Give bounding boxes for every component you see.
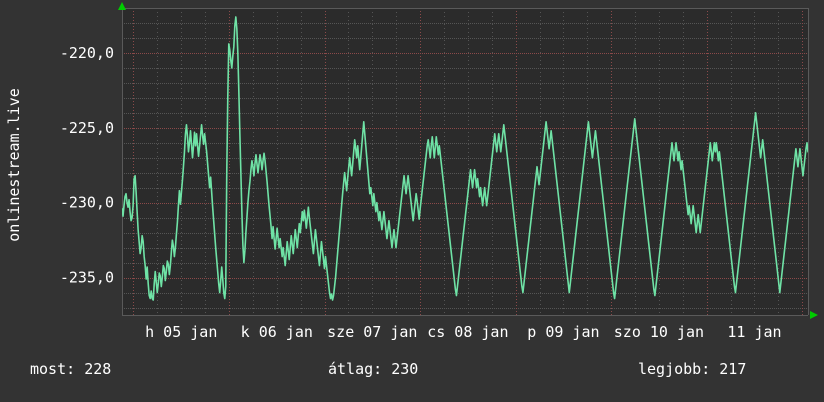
x-axis-tick-label: cs 08 jan (427, 323, 508, 341)
legend-best-label: legjobb: (638, 360, 711, 378)
legend-average: átlag: 230 (328, 360, 418, 378)
right-arrow-icon (810, 311, 818, 319)
x-axis-tick-label: sze 07 jan (327, 323, 417, 341)
x-axis-tick-label: szo 10 jan (614, 323, 704, 341)
x-axis-tick-label: k 06 jan (241, 323, 313, 341)
legend-best-value: 217 (719, 360, 747, 378)
legend-row: most: 228 átlag: 230 legjobb: 217 (0, 360, 824, 386)
y-axis-tick-label: -235,0 (60, 269, 114, 287)
y-axis-tick-labels: -220,0 -225,0 -230,0 -235,0 (60, 44, 114, 287)
x-axis-tick-label: h 05 jan (145, 323, 217, 341)
axis-frame (122, 8, 809, 316)
data-series-line (122, 16, 808, 301)
legend-average-value: 230 (391, 360, 419, 378)
major-gridlines (122, 8, 808, 315)
plot-area-background (122, 8, 808, 315)
x-axis-tick-label: p 09 jan (527, 323, 599, 341)
legend-current-label: most: (30, 360, 76, 378)
legend-current-value: 228 (84, 360, 112, 378)
up-arrow-icon (118, 2, 126, 10)
y-axis-tick-label: -225,0 (60, 119, 114, 137)
x-axis-tick-label: 11 jan (727, 323, 781, 341)
y-axis-tick-label: -230,0 (60, 194, 114, 212)
y-axis-tick-label: -220,0 (60, 44, 114, 62)
x-axis-tick-labels: h 05 jan k 06 jan sze 07 jan cs 08 jan p 09 … (145, 323, 781, 341)
legend-average-label: átlag: (328, 360, 383, 378)
legend-best: legjobb: 217 (638, 360, 746, 378)
legend-current: most: 228 (30, 360, 111, 378)
